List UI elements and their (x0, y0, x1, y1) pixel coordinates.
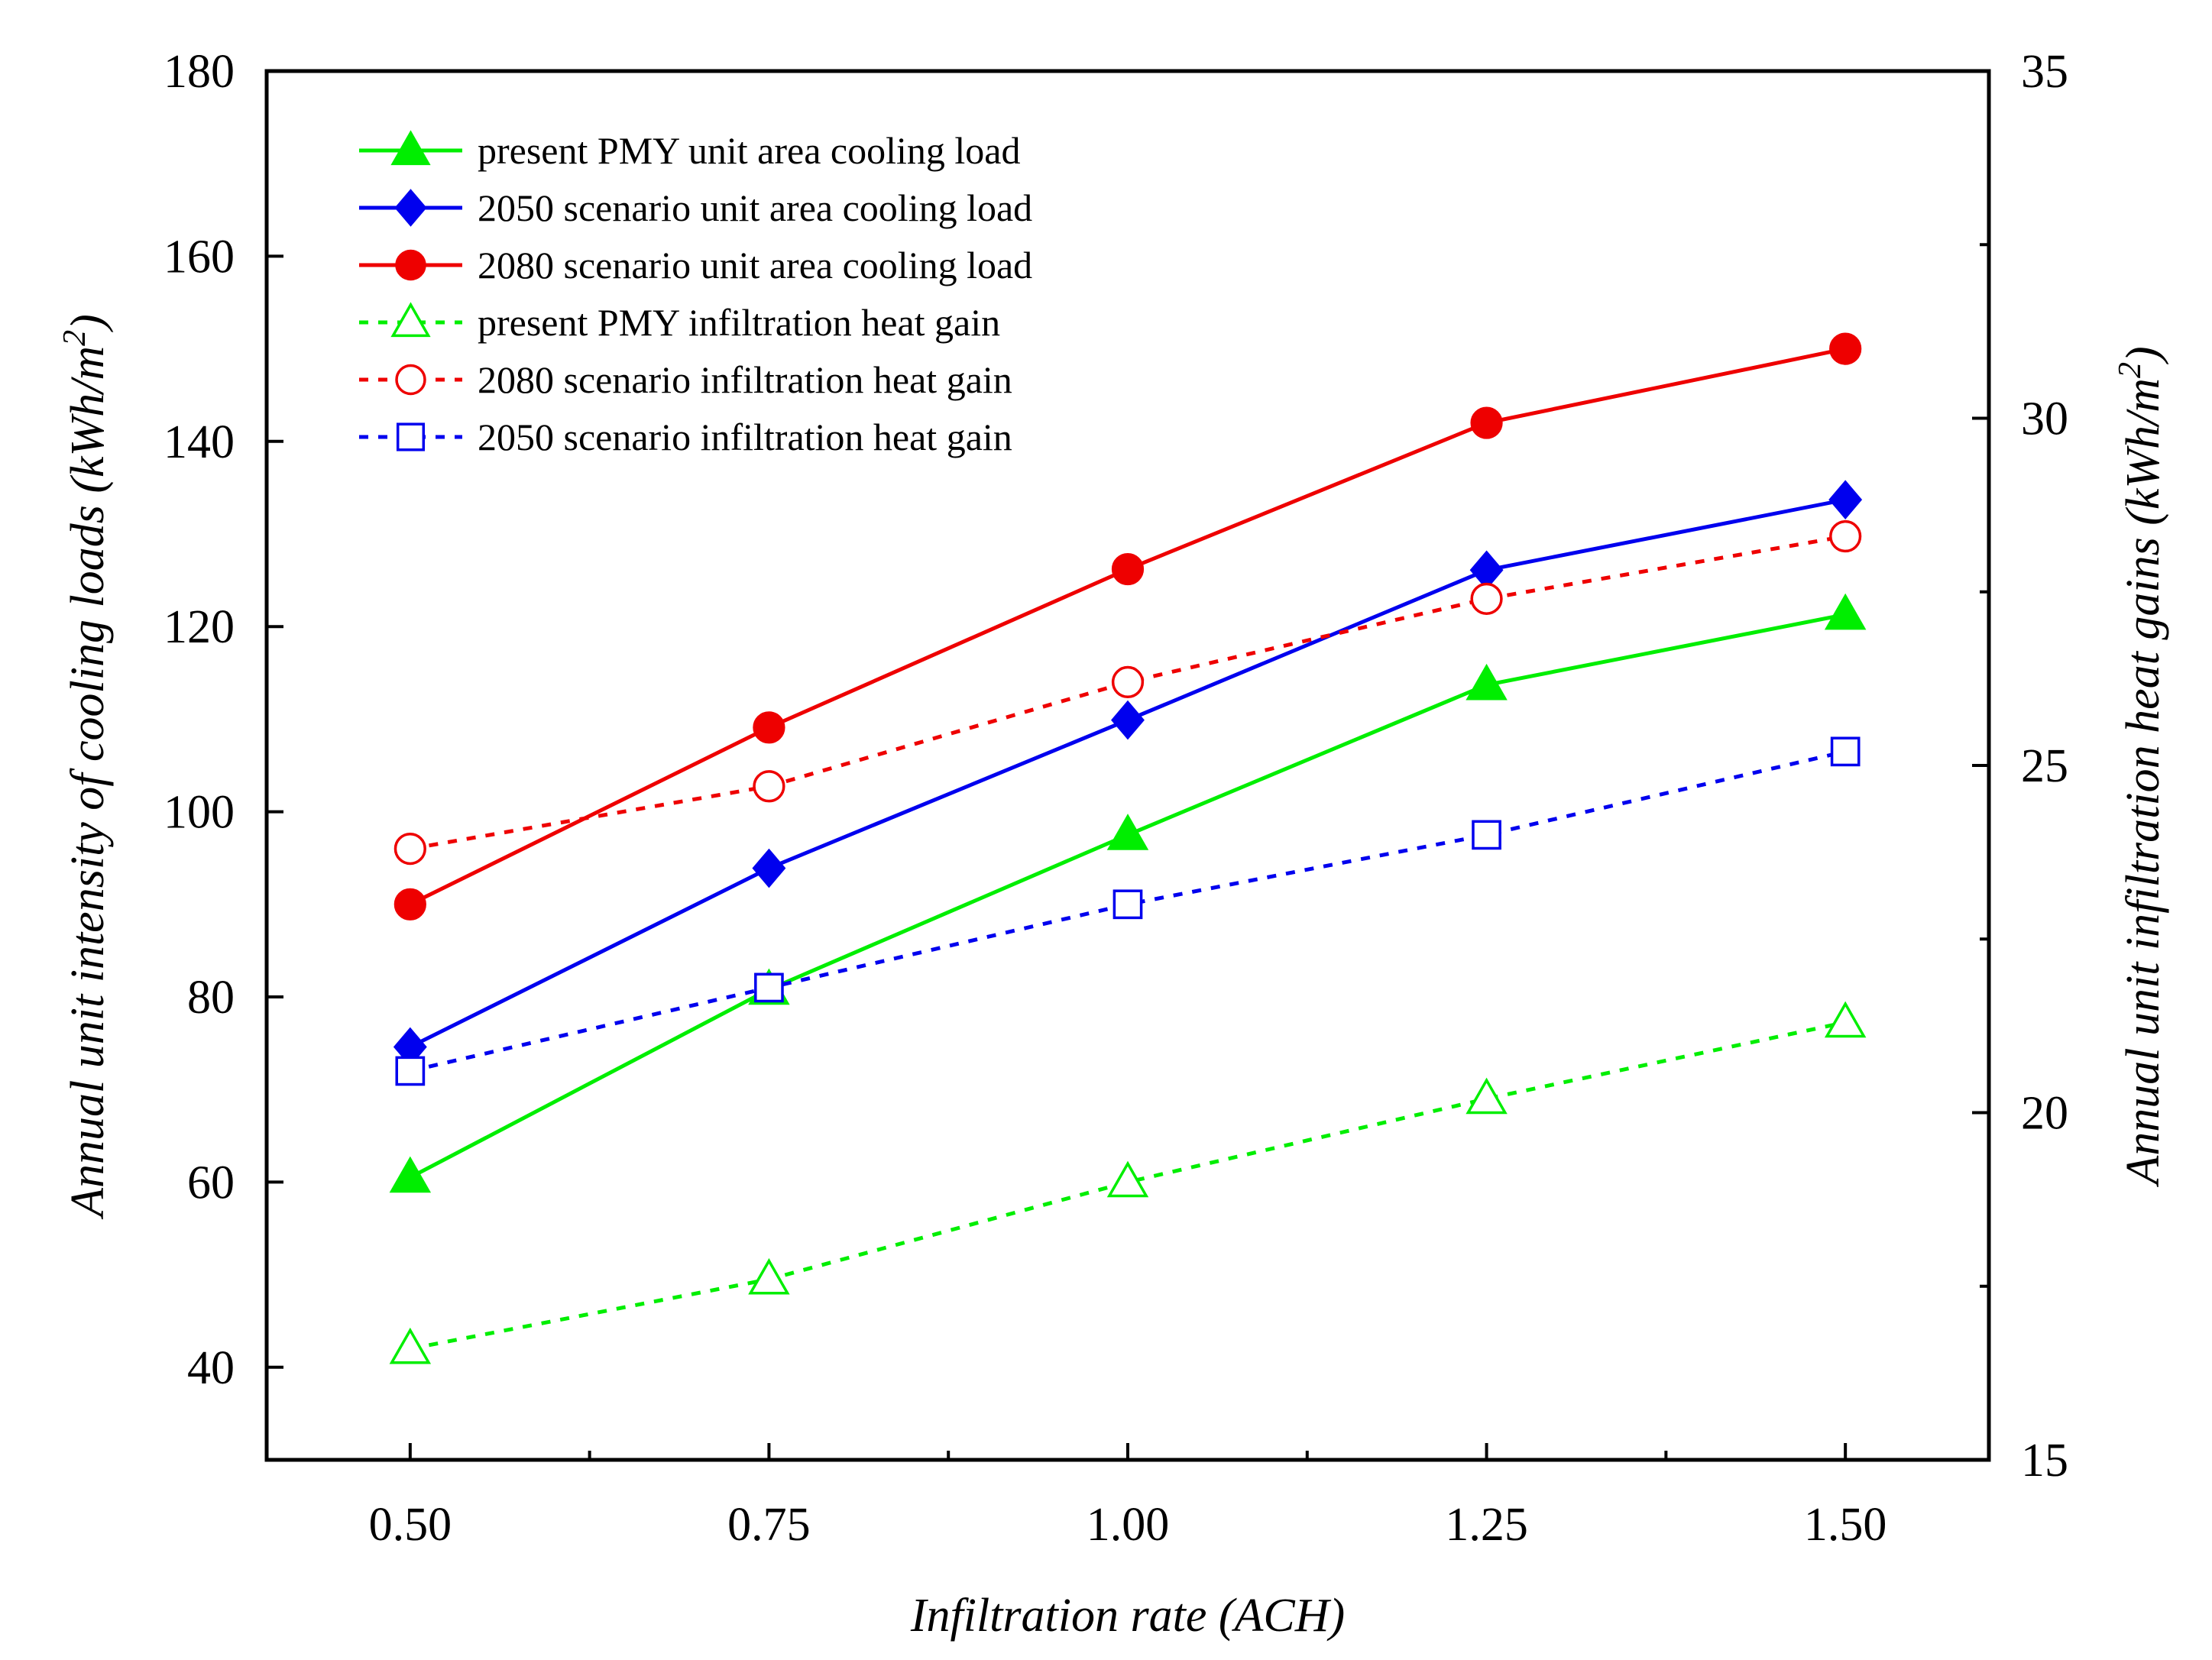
legend-entry: 2050 scenario infiltration heat gain (359, 416, 1012, 458)
legend-marker (395, 249, 426, 281)
y-right-tick-label: 30 (2021, 393, 2068, 445)
data-point (754, 972, 784, 1003)
data-point (1824, 1001, 1867, 1038)
y-right-axis-title: Annual unit infiltration heat gains (kWh… (2113, 346, 2169, 1187)
legend-entry: 2080 scenario infiltration heat gain (359, 358, 1012, 401)
y-right-tick-label: 15 (2021, 1435, 2068, 1487)
data-point (1465, 1077, 1508, 1115)
data-point (1829, 332, 1862, 365)
data-point (1829, 519, 1862, 553)
legend-label: 2080 scenario unit area cooling load (478, 244, 1032, 286)
data-point (1106, 814, 1149, 850)
legend-label: present PMY unit area cooling load (478, 129, 1020, 172)
y-left-axis-title-end: ) (62, 314, 114, 332)
y-left-axis-title-sup: 2 (57, 330, 92, 346)
x-tick-label: 1.00 (1087, 1499, 1170, 1551)
y-right-axis-title-main: Annual unit infiltration heat gains (kWh… (2117, 378, 2169, 1188)
data-point (1470, 406, 1503, 439)
legend-marker (390, 302, 431, 338)
data-point (752, 848, 786, 888)
data-point (1106, 1160, 1149, 1198)
data-point (1111, 665, 1145, 699)
data-point (1824, 593, 1867, 630)
series-6 (395, 736, 1861, 1086)
data-point (1465, 663, 1508, 701)
series-line (410, 534, 1846, 851)
series-line (410, 749, 1846, 1073)
legend-entry: present PMY unit area cooling load (359, 129, 1020, 172)
legend-marker (395, 364, 426, 396)
x-tick-label: 1.50 (1804, 1499, 1887, 1551)
legend-label: 2050 scenario unit area cooling load (478, 186, 1032, 229)
legend: present PMY unit area cooling load 2050 s… (359, 129, 1032, 458)
legend-entry: 2050 scenario unit area cooling load (359, 186, 1032, 229)
data-point (393, 832, 426, 866)
legend-entry: 2080 scenario unit area cooling load (359, 244, 1032, 286)
legend-marker (396, 422, 426, 451)
y-left-tick-label: 40 (187, 1342, 235, 1394)
data-point (389, 1156, 432, 1193)
y-left-tick-label: 180 (164, 46, 235, 98)
data-point (1470, 582, 1503, 615)
y-left-tick-label: 120 (164, 601, 235, 653)
data-point (1469, 550, 1504, 591)
y-left-tick-label: 80 (187, 972, 235, 1024)
series-4 (389, 1001, 1867, 1364)
legend-label: 2080 scenario infiltration heat gain (478, 358, 1012, 401)
legend-marker (394, 189, 427, 227)
series-line (410, 1020, 1846, 1351)
y-left-tick-label: 100 (164, 787, 235, 839)
series-3 (393, 332, 1862, 921)
data-point (1828, 480, 1863, 519)
y-right-tick-label: 20 (2021, 1088, 2068, 1140)
y-left-axis-title: Annual unit intensity of cooling loads (… (57, 314, 114, 1220)
data-point (748, 1257, 790, 1295)
data-point (1830, 736, 1861, 767)
legend-label: present PMY infiltration heat gain (478, 301, 1000, 344)
y-right-tick-label: 35 (2021, 46, 2068, 98)
data-point (1111, 552, 1145, 586)
data-point (1111, 700, 1145, 740)
y-left-tick-label: 140 (164, 416, 235, 468)
legend-entry: present PMY infiltration heat gain (359, 301, 1000, 344)
y-right-tick-label: 25 (2021, 740, 2068, 792)
series-5 (393, 519, 1862, 866)
data-point (389, 1327, 432, 1364)
y-left-axis-title-main: Annual unit intensity of cooling loads (… (62, 346, 114, 1220)
series-layer (389, 332, 1867, 1364)
y-right-axis-title-sup: 2 (2113, 362, 2148, 378)
y-left-tick-label: 60 (187, 1157, 235, 1209)
series-2 (393, 480, 1863, 1067)
data-point (753, 711, 785, 744)
x-axis-title: Infiltration rate (ACH) (910, 1590, 1345, 1642)
y-right-axis-title-end: ) (2117, 346, 2169, 364)
data-point (1472, 820, 1501, 850)
data-point (753, 770, 785, 803)
data-point (395, 1056, 426, 1086)
data-point (393, 888, 426, 921)
ticks-layer: 0.50 0.75 1.00 1.25 1.50 40 60 80 100 120 140 160 18… (164, 46, 2068, 1551)
x-tick-label: 0.50 (369, 1499, 452, 1551)
data-point (1112, 889, 1143, 920)
legend-label: 2050 scenario infiltration heat gain (478, 416, 1012, 458)
legend-marker (390, 130, 431, 166)
x-tick-label: 1.25 (1445, 1499, 1528, 1551)
y-left-tick-label: 160 (164, 231, 235, 283)
x-tick-label: 0.75 (727, 1499, 811, 1551)
